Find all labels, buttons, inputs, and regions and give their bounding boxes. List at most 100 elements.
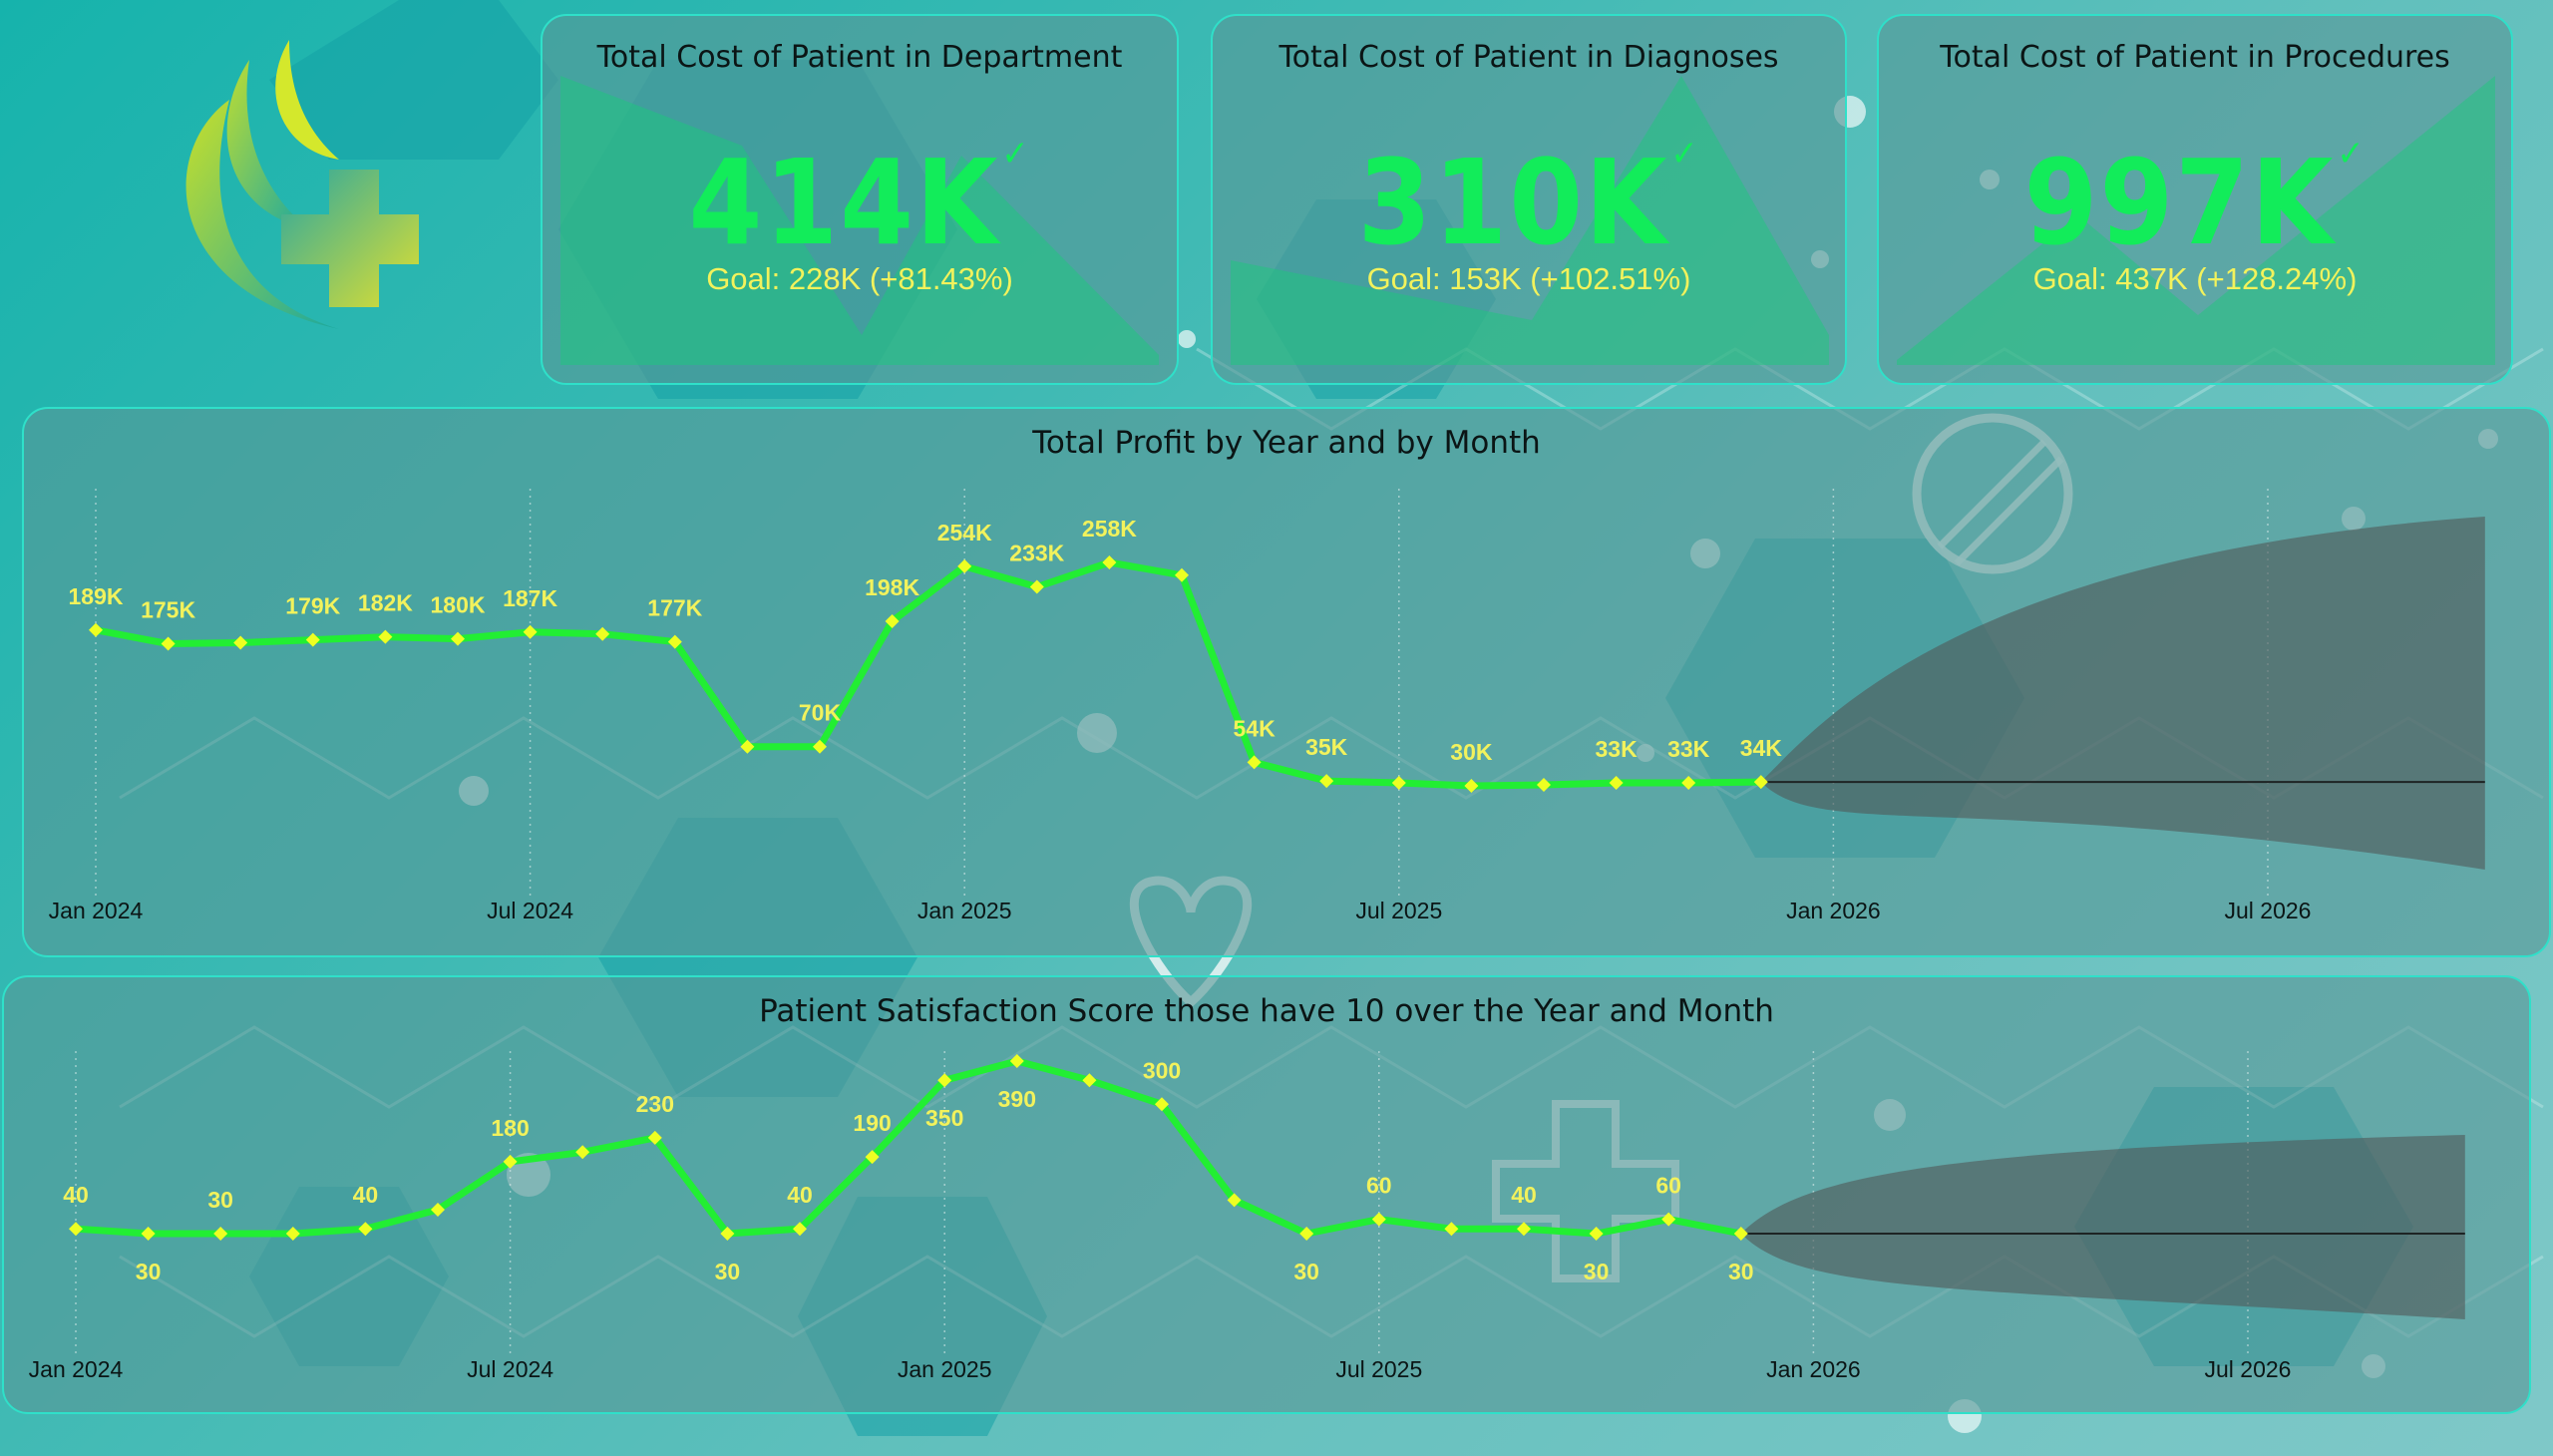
data-point[interactable] xyxy=(740,739,755,754)
data-point[interactable] xyxy=(647,1130,662,1145)
x-tick-label: Jul 2026 xyxy=(2225,898,2312,923)
data-point[interactable] xyxy=(1661,1212,1676,1227)
data-label: 180 xyxy=(491,1115,529,1141)
data-label: 233K xyxy=(1009,541,1064,566)
data-point[interactable] xyxy=(595,626,610,641)
data-label: 182K xyxy=(358,590,413,616)
kpi-goal: Goal: 437K (+128.24%) xyxy=(2032,261,2358,296)
x-tick-label: Jul 2025 xyxy=(1355,898,1442,923)
data-point[interactable] xyxy=(865,1150,880,1165)
kpi-goal: Goal: 153K (+102.51%) xyxy=(1366,261,1691,296)
data-point[interactable] xyxy=(213,1227,228,1241)
kpi-title: Total Cost of Patient in Diagnoses xyxy=(1278,40,1779,75)
x-tick-label: Jul 2025 xyxy=(1335,1356,1422,1382)
data-point[interactable] xyxy=(575,1145,590,1160)
data-point[interactable] xyxy=(1319,774,1334,789)
data-point[interactable] xyxy=(305,632,320,647)
data-point[interactable] xyxy=(1102,555,1117,569)
x-tick-label: Jan 2024 xyxy=(49,898,144,923)
data-point[interactable] xyxy=(1155,1097,1169,1112)
x-tick-label: Jul 2026 xyxy=(2205,1356,2292,1382)
x-tick-label: Jul 2024 xyxy=(467,1356,553,1382)
data-label: 34K xyxy=(1740,735,1783,761)
data-label: 180K xyxy=(431,592,486,618)
data-point[interactable] xyxy=(793,1222,807,1237)
kpi-card-procedures[interactable]: Total Cost of Patient in Procedures 997K… xyxy=(1877,14,2513,385)
data-label: 30 xyxy=(136,1259,162,1284)
data-label: 175K xyxy=(141,597,195,623)
data-point[interactable] xyxy=(1009,1054,1024,1068)
data-point[interactable] xyxy=(141,1227,156,1241)
data-point[interactable] xyxy=(503,1154,518,1169)
data-point[interactable] xyxy=(1733,1227,1748,1241)
data-point[interactable] xyxy=(957,558,972,573)
forecast-band xyxy=(1740,1135,2465,1319)
data-point[interactable] xyxy=(523,624,538,639)
data-point[interactable] xyxy=(378,629,393,644)
data-label: 390 xyxy=(998,1086,1036,1112)
data-point[interactable] xyxy=(1082,1073,1097,1088)
data-point[interactable] xyxy=(451,631,465,646)
check-icon: ✓ xyxy=(1001,134,1031,175)
data-point[interactable] xyxy=(1753,775,1768,790)
series-line xyxy=(75,1057,1742,1238)
data-label: 30 xyxy=(1728,1259,1754,1284)
data-label: 54K xyxy=(1233,715,1276,741)
data-label: 60 xyxy=(1366,1173,1392,1199)
data-label: 30 xyxy=(1293,1259,1319,1284)
data-point[interactable] xyxy=(1029,579,1044,594)
chart-title: Patient Satisfaction Score those have 10… xyxy=(759,993,1774,1029)
kpi-goal: Goal: 228K (+81.43%) xyxy=(706,261,1013,296)
data-label: 40 xyxy=(353,1182,379,1208)
x-tick-label: Jan 2025 xyxy=(898,1356,992,1382)
data-label: 190 xyxy=(853,1110,891,1136)
data-point[interactable] xyxy=(1227,1193,1242,1208)
data-point[interactable] xyxy=(1609,776,1624,791)
data-point[interactable] xyxy=(1444,1222,1459,1237)
data-point[interactable] xyxy=(89,622,103,637)
data-point[interactable] xyxy=(285,1227,300,1241)
data-point[interactable] xyxy=(1247,755,1262,770)
data-label: 30 xyxy=(715,1259,741,1284)
data-point[interactable] xyxy=(1589,1227,1604,1241)
x-tick-label: Jan 2026 xyxy=(1766,1356,1861,1382)
check-icon: ✓ xyxy=(2337,134,2367,175)
data-point[interactable] xyxy=(937,1073,952,1088)
data-label: 30 xyxy=(1584,1259,1610,1284)
data-label: 40 xyxy=(63,1182,89,1208)
satisfaction-chart-card[interactable]: Patient Satisfaction Score those have 10… xyxy=(2,975,2531,1414)
x-tick-label: Jan 2025 xyxy=(917,898,1012,923)
data-label: 70K xyxy=(799,700,842,726)
kpi-trend-area xyxy=(1897,76,2495,365)
data-point[interactable] xyxy=(1391,776,1406,791)
data-label: 33K xyxy=(1667,736,1710,762)
data-point[interactable] xyxy=(885,613,900,628)
data-point[interactable] xyxy=(1681,776,1696,791)
kpi-card-diagnoses[interactable]: Total Cost of Patient in Diagnoses 310K✓… xyxy=(1211,14,1847,385)
kpi-trend-area xyxy=(1231,76,1829,365)
data-point[interactable] xyxy=(1464,779,1479,793)
data-label: 300 xyxy=(1143,1057,1181,1083)
data-point[interactable] xyxy=(813,739,827,754)
data-point[interactable] xyxy=(233,635,248,650)
data-label: 179K xyxy=(285,593,340,619)
kpi-trend-area xyxy=(560,76,1159,365)
data-point[interactable] xyxy=(1175,567,1189,582)
data-point[interactable] xyxy=(161,636,176,651)
profit-chart-card[interactable]: Total Profit by Year and by Month 189K 17… xyxy=(22,407,2551,957)
data-point[interactable] xyxy=(1371,1212,1386,1227)
data-label: 187K xyxy=(503,585,557,611)
kpi-title: Total Cost of Patient in Procedures xyxy=(1940,40,2450,75)
data-label: 60 xyxy=(1655,1173,1681,1199)
x-tick-label: Jul 2024 xyxy=(487,898,573,923)
data-point[interactable] xyxy=(1537,778,1551,793)
data-point[interactable] xyxy=(358,1222,373,1237)
data-point[interactable] xyxy=(1299,1227,1314,1241)
kpi-card-department[interactable]: Total Cost of Patient in Department 414K… xyxy=(541,14,1179,385)
data-point[interactable] xyxy=(720,1227,735,1241)
data-point[interactable] xyxy=(69,1222,83,1237)
data-point[interactable] xyxy=(1517,1222,1531,1237)
data-point[interactable] xyxy=(667,634,682,649)
data-point[interactable] xyxy=(431,1202,445,1217)
medical-cross-logo-icon xyxy=(185,40,419,329)
